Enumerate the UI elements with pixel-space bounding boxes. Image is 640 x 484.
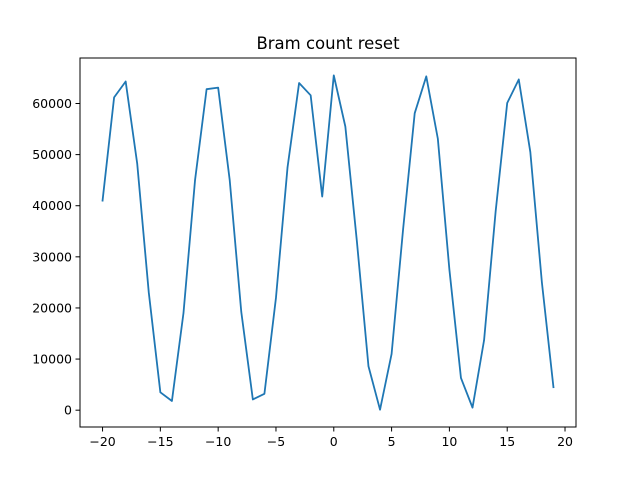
data-point [506,102,508,104]
data-point [171,400,173,402]
data-point [460,377,462,379]
data-point [437,138,439,140]
data-point [263,393,266,395]
x-tick-label: −20 [89,434,115,449]
data-point [402,228,404,230]
x-tick-label: 0 [330,434,338,449]
data-point [240,311,242,313]
data-point [321,195,323,198]
data-point [182,312,185,314]
data-point [425,75,427,77]
data-point [125,80,127,83]
y-tick-label: 40000 [32,198,72,213]
y-tick-label: 0 [64,403,72,418]
x-tick-label: 5 [388,434,396,449]
axes-layer: −20 −15 −10 −5 0 5 10 15 20 0 10000 20000 30000 40000… [32,57,577,449]
data-point [217,87,219,89]
data-point [206,88,208,90]
y-tick-label: 60000 [32,96,72,111]
data-point [252,398,254,401]
data-point [529,151,531,153]
data-point [113,96,115,98]
y-tick-label: 20000 [32,300,72,315]
data-point [159,391,161,393]
series-line-0 [101,74,555,411]
data-point [136,163,138,165]
data-point [367,365,370,367]
data-point [310,94,312,96]
chart-title: Bram count reset [256,34,400,53]
data-point [356,240,358,243]
data-point [552,386,555,388]
series-layer [101,74,555,411]
data-point [414,112,416,114]
x-tick-label: 10 [441,434,457,449]
plot-frame [79,57,577,428]
data-point [495,210,497,212]
data-point [298,82,300,84]
data-point [448,269,450,271]
data-point [286,166,289,168]
data-point [148,292,150,294]
data-point [344,125,346,128]
data-point [471,407,474,409]
y-tick-label: 30000 [32,249,72,264]
x-tick-label: 15 [499,434,515,449]
data-point [483,339,485,341]
data-point [194,179,196,181]
y-tick-label: 50000 [32,147,72,162]
data-point [101,200,104,202]
data-point [541,281,543,283]
x-tick-label: 20 [557,434,573,449]
data-point [229,179,231,181]
x-tick-label: −15 [147,434,173,449]
data-point [333,74,335,76]
x-tick-label: −5 [267,434,285,449]
y-tick-label: 10000 [32,352,72,367]
data-point [390,353,393,355]
data-point [518,78,520,81]
x-tick-label: −10 [205,434,231,449]
data-point [379,409,381,411]
data-point [275,297,277,299]
